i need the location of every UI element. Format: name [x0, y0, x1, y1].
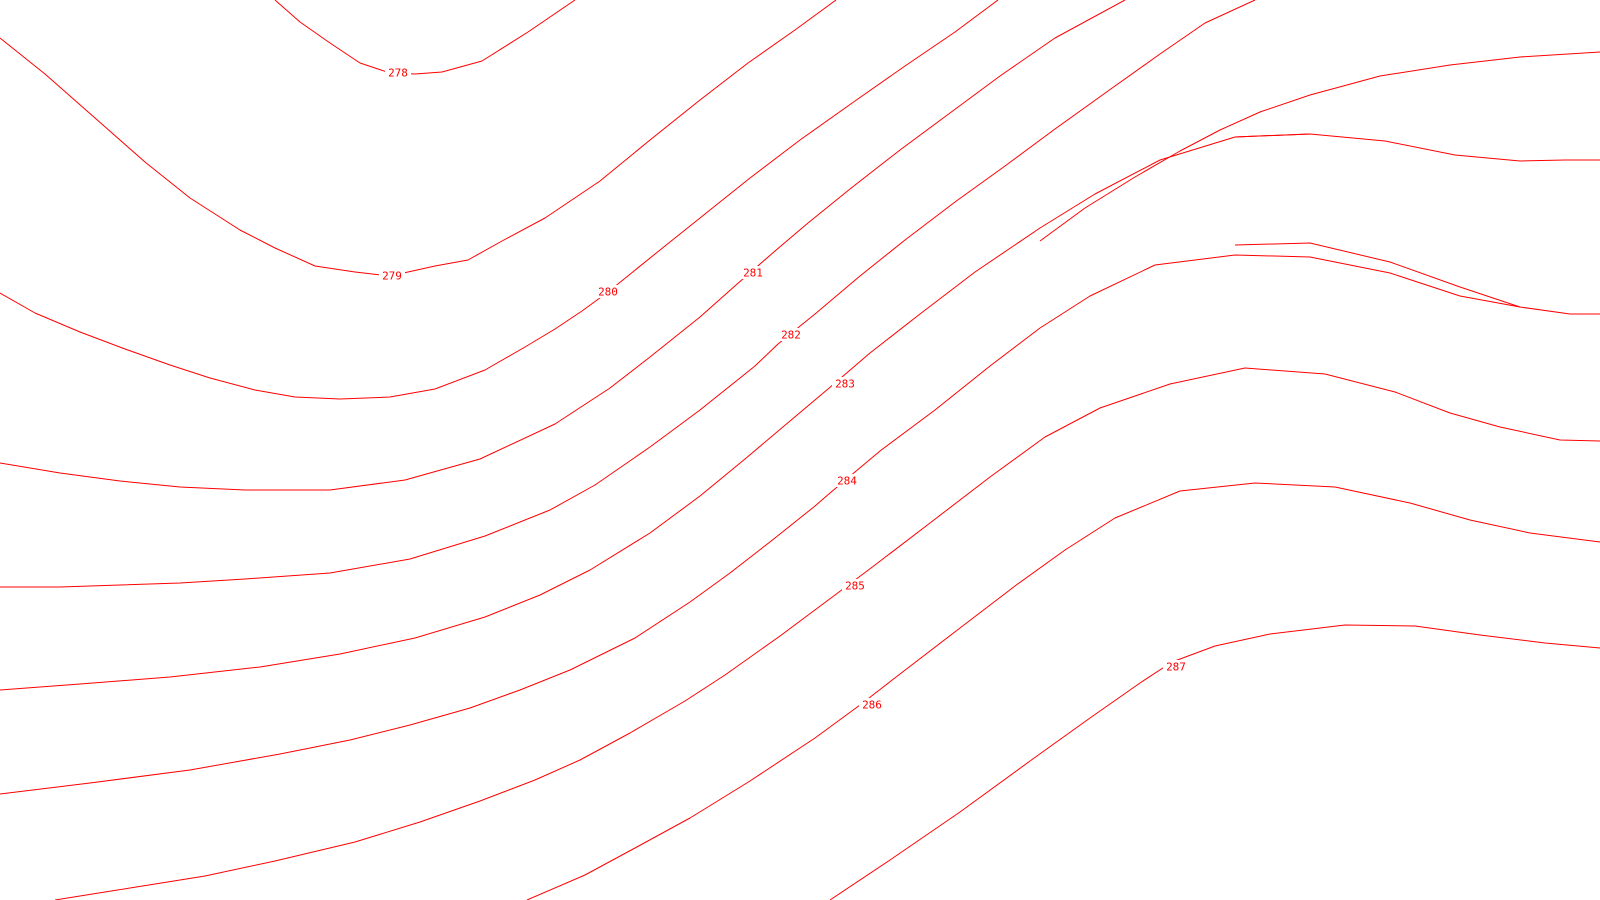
contour-line-283a	[0, 133, 1600, 691]
contour-label-279: 279	[379, 269, 405, 283]
contour-label-281: 281	[740, 266, 766, 280]
contour-line-286	[526, 482, 1600, 900]
contour-label-280-text: 280	[598, 286, 618, 299]
contour-label-285: 285	[842, 579, 868, 593]
contour-label-287: 287	[1163, 660, 1189, 674]
contour-line-279b	[1039, 51, 1600, 242]
contour-line-284b	[1234, 242, 1521, 308]
contour-label-287-text: 287	[1166, 661, 1186, 674]
contour-line-279a	[0, 0, 837, 277]
contour-line-281	[0, 0, 1126, 491]
contour-line-280	[0, 0, 999, 400]
contour-label-282-text: 282	[781, 329, 801, 342]
contour-line-287	[829, 624, 1600, 900]
contour-label-283-text: 283	[835, 378, 855, 391]
contour-label-278: 278	[385, 66, 411, 80]
contour-label-281-text: 281	[743, 267, 763, 280]
contour-line-283b	[1234, 133, 1311, 138]
contour-label-279-text: 279	[382, 270, 402, 283]
contour-label-286-text: 286	[862, 699, 882, 712]
contour-label-285-text: 285	[845, 580, 865, 593]
contour-line-284a	[0, 254, 1600, 795]
contour-label-280: 280	[595, 285, 621, 299]
contour-label-284: 284	[834, 474, 860, 488]
contour-label-284-text: 284	[837, 475, 857, 488]
contour-line-282	[0, 0, 1256, 588]
contour-label-278-text: 278	[388, 67, 408, 80]
contour-label-286: 286	[859, 698, 885, 712]
contour-line-285	[54, 367, 1600, 900]
contour-label-283: 283	[832, 377, 858, 391]
contour-label-282: 282	[778, 328, 804, 342]
